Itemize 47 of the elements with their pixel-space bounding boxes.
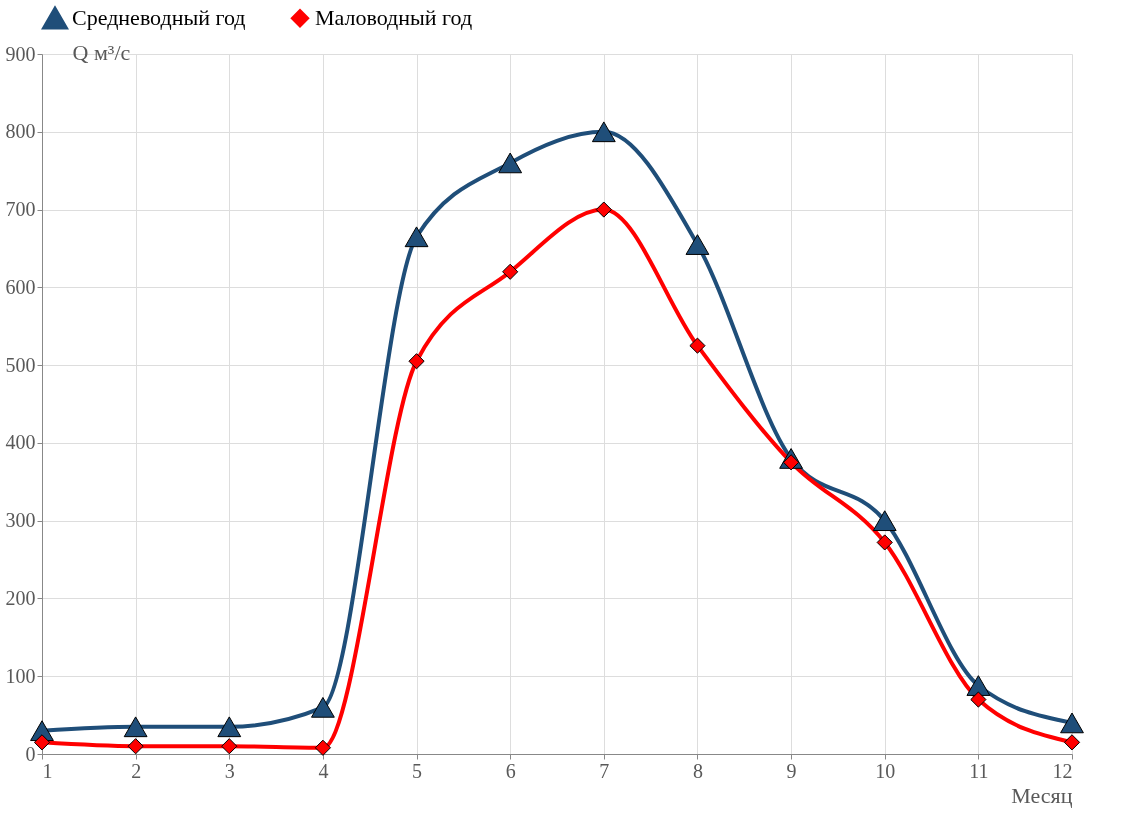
- point: [404, 226, 429, 248]
- point: [408, 353, 425, 370]
- y-tick-label: 500: [5, 353, 36, 376]
- point: [1060, 712, 1084, 734]
- y-tick-label: 100: [5, 664, 36, 687]
- legend-label: Маловодный год: [315, 5, 473, 31]
- legend-label: Средневодный год: [72, 5, 246, 31]
- x-tick-label: 10: [875, 759, 896, 782]
- point: [591, 121, 616, 143]
- x-tick-label: 2: [131, 759, 142, 782]
- y-axis-title: Q м³/с: [72, 39, 131, 65]
- x-tick-label: 4: [318, 759, 329, 782]
- y-tick-label: 400: [5, 431, 36, 454]
- point: [221, 738, 238, 755]
- x-tick-label: 6: [505, 759, 516, 782]
- x-tick-label: 5: [412, 759, 423, 782]
- y-tick-label: 300: [5, 509, 36, 532]
- point: [685, 234, 710, 255]
- point: [217, 716, 242, 738]
- point: [502, 263, 519, 280]
- x-tick-label: 1: [42, 759, 53, 782]
- point: [872, 510, 897, 532]
- y-tick-label: 0: [25, 742, 36, 765]
- point: [314, 739, 331, 756]
- y-tick-label: 200: [5, 586, 36, 609]
- y-tick-label: 700: [5, 198, 36, 221]
- point: [33, 734, 51, 751]
- y-tick-label: 900: [5, 42, 36, 65]
- point: [970, 691, 987, 708]
- point: [311, 696, 335, 718]
- x-axis-title: Месяц: [1011, 782, 1073, 808]
- point: [876, 534, 893, 551]
- point: [123, 716, 148, 738]
- x-tick-label: 7: [599, 759, 610, 782]
- point: [595, 201, 612, 218]
- y-tick-label: 600: [5, 275, 36, 298]
- y-tick-label: 800: [5, 120, 36, 143]
- x-tick-label: 3: [224, 759, 235, 782]
- point: [498, 152, 523, 174]
- point: [127, 738, 144, 755]
- point: [1063, 734, 1081, 751]
- point: [689, 337, 706, 354]
- x-tick-label: 9: [786, 759, 797, 782]
- point: [966, 675, 991, 696]
- x-tick-label: 12: [1052, 759, 1073, 782]
- x-tick-label: 8: [692, 759, 703, 782]
- x-tick-label: 11: [969, 759, 989, 782]
